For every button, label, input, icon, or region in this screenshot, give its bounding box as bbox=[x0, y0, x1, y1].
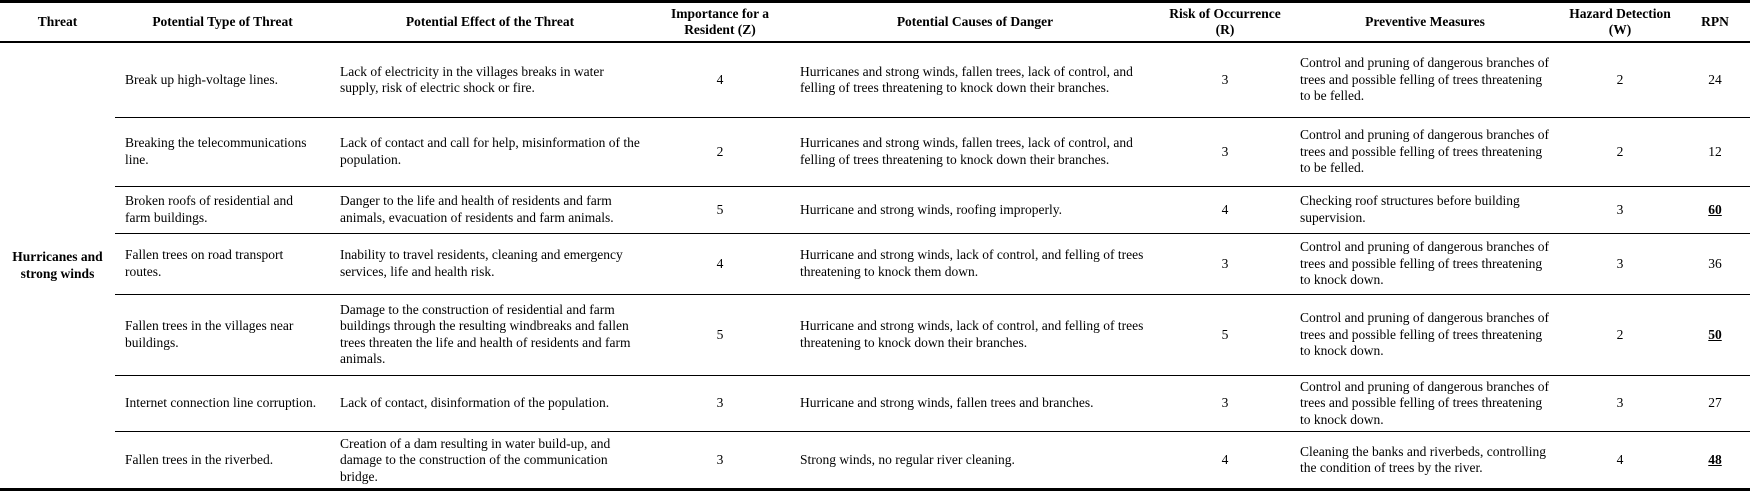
col-header-type: Potential Type of Threat bbox=[115, 1, 330, 44]
table-row: Fallen trees on road transport routes. I… bbox=[0, 233, 1750, 295]
cell-preventive: Control and pruning of dangerous branche… bbox=[1290, 42, 1560, 118]
cell-effect: Damage to the construction of residentia… bbox=[330, 294, 650, 376]
cell-effect: Danger to the life and health of residen… bbox=[330, 186, 650, 234]
cell-importance-z: 5 bbox=[650, 294, 790, 376]
cell-causes: Hurricane and strong winds, fallen trees… bbox=[790, 375, 1160, 433]
cell-preventive: Control and pruning of dangerous branche… bbox=[1290, 233, 1560, 295]
cell-causes: Hurricanes and strong winds, fallen tree… bbox=[790, 117, 1160, 187]
cell-hazard-w: 2 bbox=[1560, 294, 1680, 376]
col-header-importance-z: Importance for a Resident (Z) bbox=[650, 1, 790, 44]
cell-rpn: 50 bbox=[1680, 294, 1750, 376]
cell-causes: Hurricanes and strong winds, fallen tree… bbox=[790, 42, 1160, 118]
cell-importance-z: 5 bbox=[650, 186, 790, 234]
cell-preventive: Control and pruning of dangerous branche… bbox=[1290, 375, 1560, 433]
table-row: Broken roofs of residential and farm bui… bbox=[0, 186, 1750, 234]
col-header-threat: Threat bbox=[0, 1, 115, 44]
cell-threat-type: Fallen trees in the riverbed. bbox=[125, 452, 274, 468]
cell-importance-z: 3 bbox=[716, 452, 724, 468]
threat-group-cell: Hurricanes and strong winds bbox=[12, 249, 103, 281]
table-body: Hurricanes and strong winds Break up hig… bbox=[0, 42, 1750, 489]
cell-rpn: 48 bbox=[1708, 452, 1722, 468]
cell-threat-type: Fallen trees in the villages near buildi… bbox=[115, 294, 330, 376]
cell-importance-z: 2 bbox=[650, 117, 790, 187]
cell-hazard-w: 3 bbox=[1560, 186, 1680, 234]
col-header-hazard-w: Hazard Detection (W) bbox=[1560, 1, 1680, 44]
table-header: Threat Potential Type of Threat Potentia… bbox=[0, 1, 1750, 44]
cell-rpn: 60 bbox=[1680, 186, 1750, 234]
cell-hazard-w: 4 bbox=[1616, 452, 1624, 468]
col-header-preventive: Preventive Measures bbox=[1290, 1, 1560, 44]
cell-hazard-w: 2 bbox=[1560, 42, 1680, 118]
cell-effect: Inability to travel residents, cleaning … bbox=[330, 233, 650, 295]
cell-hazard-w: 3 bbox=[1560, 233, 1680, 295]
cell-rpn: 24 bbox=[1680, 42, 1750, 118]
table-row: Breaking the telecommunications line. La… bbox=[0, 117, 1750, 187]
cell-risk-r: 3 bbox=[1160, 42, 1290, 118]
cell-rpn: 12 bbox=[1680, 117, 1750, 187]
cell-causes: Strong winds, no regular river cleaning. bbox=[800, 452, 1015, 468]
cell-importance-z: 3 bbox=[650, 375, 790, 433]
col-header-causes: Potential Causes of Danger bbox=[790, 1, 1160, 44]
cell-risk-r: 3 bbox=[1160, 233, 1290, 295]
cell-threat-type: Breaking the telecommunications line. bbox=[115, 117, 330, 187]
cell-causes: Hurricane and strong winds, lack of cont… bbox=[790, 233, 1160, 295]
cell-preventive: Control and pruning of dangerous branche… bbox=[1290, 117, 1560, 187]
cell-rpn: 27 bbox=[1680, 375, 1750, 433]
cell-importance-z: 4 bbox=[650, 42, 790, 118]
col-header-risk-r: Risk of Occurrence (R) bbox=[1160, 1, 1290, 44]
cell-threat-type: Broken roofs of residential and farm bui… bbox=[115, 186, 330, 234]
cell-rpn: 36 bbox=[1680, 233, 1750, 295]
cell-risk-r: 4 bbox=[1160, 186, 1290, 234]
cell-effect: Lack of contact, disinformation of the p… bbox=[330, 375, 650, 433]
cell-importance-z: 4 bbox=[650, 233, 790, 295]
table-row: Hurricanes and strong winds Break up hig… bbox=[0, 42, 1750, 281]
col-header-effect: Potential Effect of the Threat bbox=[330, 1, 650, 44]
cell-effect: Creation of a dam resulting in water bui… bbox=[340, 435, 611, 484]
cell-hazard-w: 3 bbox=[1560, 375, 1680, 433]
cell-threat-type: Break up high-voltage lines. bbox=[115, 42, 330, 118]
table-row: Internet connection line corruption. Lac… bbox=[0, 375, 1750, 433]
cell-preventive: Cleaning the banks and riverbeds, contro… bbox=[1300, 443, 1546, 476]
cell-effect: Lack of contact and call for help, misin… bbox=[330, 117, 650, 187]
cell-risk-r: 3 bbox=[1160, 117, 1290, 187]
cell-effect: Lack of electricity in the villages brea… bbox=[330, 42, 650, 118]
cell-risk-r: 5 bbox=[1160, 294, 1290, 376]
table-row: Fallen trees in the villages near buildi… bbox=[0, 294, 1750, 376]
cell-threat-type: Fallen trees on road transport routes. bbox=[115, 233, 330, 295]
cell-causes: Hurricane and strong winds, roofing impr… bbox=[790, 186, 1160, 234]
cell-preventive: Control and pruning of dangerous branche… bbox=[1290, 294, 1560, 376]
cell-risk-r: 4 bbox=[1221, 452, 1229, 468]
cell-causes: Hurricane and strong winds, lack of cont… bbox=[790, 294, 1160, 376]
header-row: Threat Potential Type of Threat Potentia… bbox=[0, 1, 1750, 44]
cell-hazard-w: 2 bbox=[1560, 117, 1680, 187]
table-row: Fallen trees in the riverbed. Creation o… bbox=[0, 432, 1750, 490]
cell-risk-r: 3 bbox=[1160, 375, 1290, 433]
cell-preventive: Checking roof structures before building… bbox=[1290, 186, 1560, 234]
cell-threat-type: Internet connection line corruption. bbox=[115, 375, 330, 433]
col-header-rpn: RPN bbox=[1680, 1, 1750, 44]
